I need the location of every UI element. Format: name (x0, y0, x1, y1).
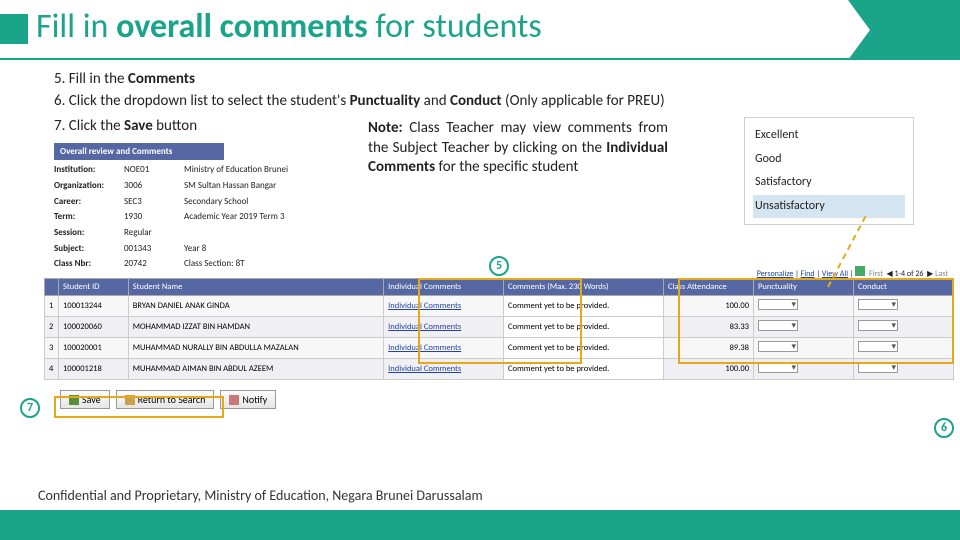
option-unsatisfactory[interactable]: Unsatisfactory (753, 195, 905, 219)
cell-attendance: 89.38 (664, 338, 754, 359)
title-accent-left (0, 14, 28, 44)
find-link[interactable]: Find (801, 269, 815, 279)
step-5: 5. Fill in the Comments (54, 70, 914, 90)
title-bar: Fill in overall comments for students (0, 0, 960, 60)
notify-icon (229, 395, 239, 405)
form-grid: Institution:NOE01Ministry of Education B… (54, 164, 334, 270)
cell-conduct[interactable] (854, 317, 954, 338)
col-individual-comments: Individual Comments (384, 279, 504, 296)
col-student-id: Student ID (59, 279, 129, 296)
download-icon[interactable] (855, 266, 865, 276)
students-table: Student ID Student Name Individual Comme… (44, 278, 954, 380)
cell-student-name: MUHAMMAD NURALLY BIN ABDULLA MAZALAN (128, 338, 383, 359)
cell-student-id: 100020001 (59, 338, 129, 359)
step-7: 7. Click the Save button (54, 117, 334, 137)
option-satisfactory[interactable]: Satisfactory (753, 171, 905, 195)
table-area: 5 Personalize | Find | View All | First … (44, 278, 960, 380)
option-excellent[interactable]: Excellent (753, 124, 905, 148)
cell-student-name: BRYAN DANIEL ANAK GINDA (128, 296, 383, 317)
cell-comments[interactable]: Comment yet to be provided. (504, 359, 664, 380)
options-dropdown-list[interactable]: Excellent Good Satisfactory Unsatisfacto… (744, 117, 914, 225)
table-row: 4100001218MUHAMMAD AIMAN BIN ABDUL AZEEM… (45, 359, 954, 380)
page-title: Fill in overall comments for students (36, 6, 542, 47)
cell-attendance: 83.33 (664, 317, 754, 338)
notify-button[interactable]: Notify (220, 390, 276, 409)
cell-student-id: 100001218 (59, 359, 129, 380)
callout-5: 5 (489, 256, 509, 276)
table-row: 2100020060MOHAMMAD IZZAT BIN HAMDANIndiv… (45, 317, 954, 338)
table-row: 3100020001MUHAMMAD NURALLY BIN ABDULLA M… (45, 338, 954, 359)
last-link[interactable]: Last (935, 269, 948, 279)
cell-student-name: MUHAMMAD AIMAN BIN ABDUL AZEEM (128, 359, 383, 380)
cell-student-id: 100013244 (59, 296, 129, 317)
callout-7: 7 (20, 398, 40, 418)
save-button[interactable]: Save (60, 390, 110, 409)
cell-punctuality[interactable] (754, 338, 854, 359)
cell-individual-comments[interactable]: Individual Comments (384, 296, 504, 317)
title-accent-right (820, 0, 960, 60)
cell-conduct[interactable] (854, 359, 954, 380)
form-header: Overall review and Comments (54, 143, 224, 161)
save-icon (69, 395, 79, 405)
col-conduct: Conduct (854, 279, 954, 296)
step-6: 6. Click the dropdown list to select the… (54, 92, 914, 112)
record-count: 1-4 of 26 (895, 269, 924, 279)
cell-conduct[interactable] (854, 338, 954, 359)
cell-punctuality[interactable] (754, 296, 854, 317)
footer-text: Confidential and Proprietary, Ministry o… (38, 487, 483, 504)
cell-conduct[interactable] (854, 296, 954, 317)
cell-attendance: 100.00 (664, 296, 754, 317)
cell-comments[interactable]: Comment yet to be provided. (504, 296, 664, 317)
title-emph: overall comments (116, 6, 375, 47)
first-link[interactable]: First (869, 269, 883, 279)
cell-comments[interactable]: Comment yet to be provided. (504, 338, 664, 359)
col-student-name: Student Name (128, 279, 383, 296)
cell-punctuality[interactable] (754, 317, 854, 338)
col-punctuality: Punctuality (754, 279, 854, 296)
cell-individual-comments[interactable]: Individual Comments (384, 317, 504, 338)
footer-band (0, 510, 960, 540)
cell-individual-comments[interactable]: Individual Comments (384, 338, 504, 359)
personalize-link[interactable]: Personalize (757, 269, 794, 279)
cell-punctuality[interactable] (754, 359, 854, 380)
grid-toolbar: Personalize | Find | View All | First ◀ … (753, 264, 952, 281)
note-box: Note: Class Teacher may view comments fr… (368, 117, 668, 270)
table-row: 1100013244BRYAN DANIEL ANAK GINDAIndivid… (45, 296, 954, 317)
col-attendance: Class Attendance (664, 279, 754, 296)
cell-student-id: 100020060 (59, 317, 129, 338)
title-suffix: for students (375, 6, 541, 47)
callout-6: 6 (934, 418, 954, 438)
cell-student-name: MOHAMMAD IZZAT BIN HAMDAN (128, 317, 383, 338)
action-buttons: Save Return to Search Notify (60, 390, 960, 409)
option-good[interactable]: Good (753, 148, 905, 172)
return-icon (125, 395, 135, 405)
return-button[interactable]: Return to Search (116, 390, 215, 409)
cell-comments[interactable]: Comment yet to be provided. (504, 317, 664, 338)
form-panel: Overall review and Comments Institution:… (54, 143, 334, 271)
cell-individual-comments[interactable]: Individual Comments (384, 359, 504, 380)
col-comments: Comments (Max. 230 Words) (504, 279, 664, 296)
instructions: 5. Fill in the Comments 6. Click the dro… (0, 60, 960, 270)
cell-attendance: 100.00 (664, 359, 754, 380)
title-prefix: Fill in (36, 6, 116, 47)
